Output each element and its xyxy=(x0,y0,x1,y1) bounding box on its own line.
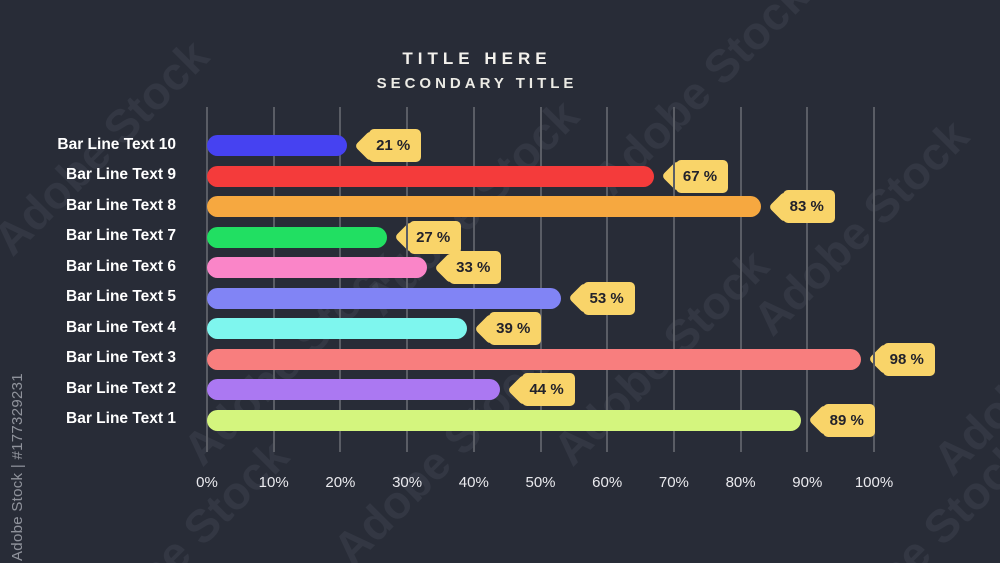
bar-segment xyxy=(207,379,501,401)
x-axis-tick-label: 100% xyxy=(854,474,894,491)
bar-category-label: Bar Line Text 1 xyxy=(66,410,176,428)
x-axis-tick-label: 10% xyxy=(258,474,289,491)
bar-category-label: Bar Line Text 6 xyxy=(66,257,176,275)
gridline-30% xyxy=(406,107,409,452)
bar-category-label: Bar Line Text 2 xyxy=(66,379,176,397)
gridline-60% xyxy=(606,107,609,452)
gridline-80% xyxy=(739,107,742,452)
value-tag: 98 % xyxy=(882,342,935,376)
value-tag: 33 % xyxy=(449,251,502,285)
x-axis-tick-label: 90% xyxy=(792,474,823,491)
bar-category-label: Bar Line Text 10 xyxy=(57,135,176,153)
chart-title: TITLE HERE xyxy=(402,49,552,68)
chart-subtitle: SECONDARY TITLE xyxy=(376,75,578,92)
x-axis-tick-label: 30% xyxy=(392,474,423,491)
gridline-20% xyxy=(339,107,342,452)
bar-segment xyxy=(207,409,801,431)
x-axis-tick-label: 20% xyxy=(325,474,356,491)
x-axis-tick-label: 60% xyxy=(592,474,623,491)
gridline-10% xyxy=(272,107,275,452)
bar-category-label: Bar Line Text 3 xyxy=(66,349,176,367)
gridline-70% xyxy=(672,107,675,452)
value-tag: 67 % xyxy=(675,159,729,193)
x-axis-tick-label: 40% xyxy=(458,474,489,491)
value-tag: 27 % xyxy=(409,220,462,254)
gridline-100% xyxy=(873,107,875,452)
x-axis-tick-label: 0% xyxy=(196,474,218,491)
bar-segment xyxy=(207,165,654,187)
bar-category-label: Bar Line Text 7 xyxy=(66,227,176,245)
x-axis-tick-label: 80% xyxy=(725,474,756,491)
gridline-0% xyxy=(206,107,208,452)
title-block: TITLE HERE SECONDARY TITLE xyxy=(377,49,578,92)
gridline-50% xyxy=(539,107,542,452)
bar-category-label: Bar Line Text 9 xyxy=(66,166,176,184)
bar-category-label: Bar Line Text 8 xyxy=(66,196,176,214)
bar-segment xyxy=(207,135,348,156)
bar-segment xyxy=(207,226,388,248)
bar-segment xyxy=(207,348,861,370)
x-axis-tick-label: 50% xyxy=(525,474,556,491)
value-tag: 83 % xyxy=(782,190,835,224)
bar-segment xyxy=(207,287,561,309)
bar-segment xyxy=(207,196,761,218)
value-tag: 39 % xyxy=(489,312,542,346)
value-tag: 21 % xyxy=(369,129,422,162)
bar-segment xyxy=(207,257,428,279)
gridline-90% xyxy=(806,107,809,452)
value-tag: 53 % xyxy=(582,281,635,315)
value-tag: 44 % xyxy=(522,373,575,407)
x-axis-tick-label: 70% xyxy=(658,474,689,491)
value-tag: 89 % xyxy=(822,403,875,437)
bar-segment xyxy=(207,318,468,340)
bar-category-label: Bar Line Text 5 xyxy=(66,288,176,306)
bar-category-label: Bar Line Text 4 xyxy=(66,318,176,336)
